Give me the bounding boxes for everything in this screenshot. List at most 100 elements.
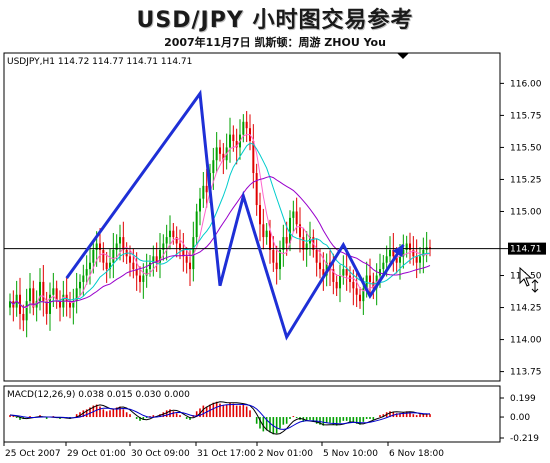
- macd-axis: 0.199 0.00 -0.219: [500, 394, 539, 444]
- candle-body: [79, 281, 81, 289]
- candle-body: [359, 294, 361, 302]
- candle-body: [72, 301, 75, 308]
- candle-body: [322, 269, 325, 276]
- candle-body: [369, 275, 371, 282]
- candle-body: [395, 256, 398, 263]
- macd-header: MACD(12,26,9) 0.038 0.015 0.030 0.000: [7, 390, 190, 400]
- candle-body: [285, 237, 288, 244]
- candle-body: [402, 249, 405, 257]
- candle-body: [412, 249, 415, 257]
- candle-body: [339, 275, 341, 289]
- price-tick-label: 114.25: [510, 304, 542, 314]
- chart-title: USD/JPY 小时图交易参考: [136, 8, 414, 33]
- candle-body: [365, 275, 368, 289]
- candle-body: [132, 262, 135, 270]
- macd-tick-label: -0.219: [510, 434, 539, 444]
- candle-body: [345, 269, 348, 276]
- candle-body: [45, 301, 48, 314]
- candle-body: [405, 243, 408, 250]
- candle-body: [39, 281, 41, 302]
- candle-body: [295, 211, 298, 225]
- candle-body: [155, 256, 158, 263]
- candle-body: [75, 288, 78, 302]
- candle-body: [299, 224, 301, 238]
- candle-body: [399, 256, 401, 263]
- candle-body: [355, 288, 358, 295]
- price-tick-label: 115.00: [510, 207, 542, 217]
- time-tick-label: 25 Oct 2007: [5, 449, 61, 459]
- time-tick-label: 6 Nov 18:00: [389, 449, 444, 459]
- candle-body: [95, 243, 98, 250]
- candle-body: [279, 249, 281, 270]
- candle-body: [112, 249, 115, 263]
- candle-body: [275, 262, 278, 270]
- candle-body: [259, 205, 261, 225]
- candle-body: [262, 224, 265, 238]
- candle-body: [242, 121, 245, 135]
- candle-body: [29, 288, 31, 302]
- candle-body: [175, 237, 178, 244]
- moving-average-line: [9, 175, 431, 309]
- candle-body: [282, 237, 285, 250]
- candle-body: [65, 294, 68, 302]
- price-tick-label: 115.75: [510, 111, 542, 121]
- macd-signal-line: [9, 403, 431, 430]
- zigzag-projection: [65, 89, 405, 341]
- mouse-cursor-icon: [519, 266, 539, 293]
- candle-body: [179, 243, 181, 250]
- zigzag-line: [65, 89, 405, 341]
- moving-average-line: [9, 142, 431, 309]
- time-axis: 25 Oct 2007 29 Oct 01:00 30 Oct 09:00 31 Oc…: [3, 442, 444, 459]
- candle-body: [302, 237, 305, 250]
- candle-body: [119, 237, 121, 244]
- candle-body: [269, 230, 271, 250]
- macd-line: [9, 401, 431, 435]
- candle-body: [422, 249, 425, 257]
- price-tick-label: 114.00: [510, 336, 542, 346]
- candle-body: [332, 269, 335, 282]
- price-axis: 116.00115.75115.50115.25115.00114.50114.…: [500, 79, 542, 378]
- candle-body: [172, 230, 175, 238]
- time-tick-label: 5 Nov 10:00: [323, 449, 378, 459]
- candle-body: [379, 269, 381, 276]
- candle-body: [25, 301, 28, 321]
- current-price-box: [508, 242, 546, 255]
- symbol-header: USDJPY,H1 114.72 114.77 114.71 114.71: [7, 57, 192, 67]
- candle-body: [342, 269, 345, 276]
- candle-body: [149, 262, 151, 270]
- candle-body: [212, 160, 215, 174]
- candle-body: [232, 134, 235, 142]
- candle-body: [129, 256, 131, 263]
- candle-body: [372, 281, 375, 289]
- candle-body: [389, 249, 391, 257]
- candle-body: [409, 243, 411, 250]
- candle-body: [215, 147, 218, 161]
- macd-tick-label: 0.00: [510, 413, 530, 423]
- candle-body: [109, 262, 111, 270]
- candle-body: [362, 288, 365, 302]
- candle-body: [152, 256, 155, 263]
- price-tick-label: 113.75: [510, 368, 542, 378]
- projection-arrow-icon: [392, 244, 404, 258]
- candle-body: [195, 211, 198, 238]
- candle-body: [9, 301, 11, 308]
- candle-body: [205, 185, 208, 193]
- candle-body: [42, 281, 45, 302]
- candle-body: [59, 301, 61, 308]
- candle-body: [102, 249, 105, 263]
- candle-body: [159, 249, 161, 263]
- candle-body: [189, 262, 191, 270]
- time-tick-label: 29 Oct 01:00: [67, 449, 126, 459]
- candle-body: [85, 269, 88, 276]
- candle-body: [199, 198, 201, 212]
- candle-body: [415, 256, 418, 263]
- candle-body: [89, 262, 91, 270]
- candle-body: [185, 256, 188, 263]
- time-tick-label: 31 Oct 17:00: [197, 449, 256, 459]
- candle-body: [122, 237, 125, 250]
- candle-body: [192, 237, 195, 270]
- candle-body: [135, 269, 138, 276]
- candle-body: [139, 275, 141, 282]
- macd-histogram: [9, 401, 431, 435]
